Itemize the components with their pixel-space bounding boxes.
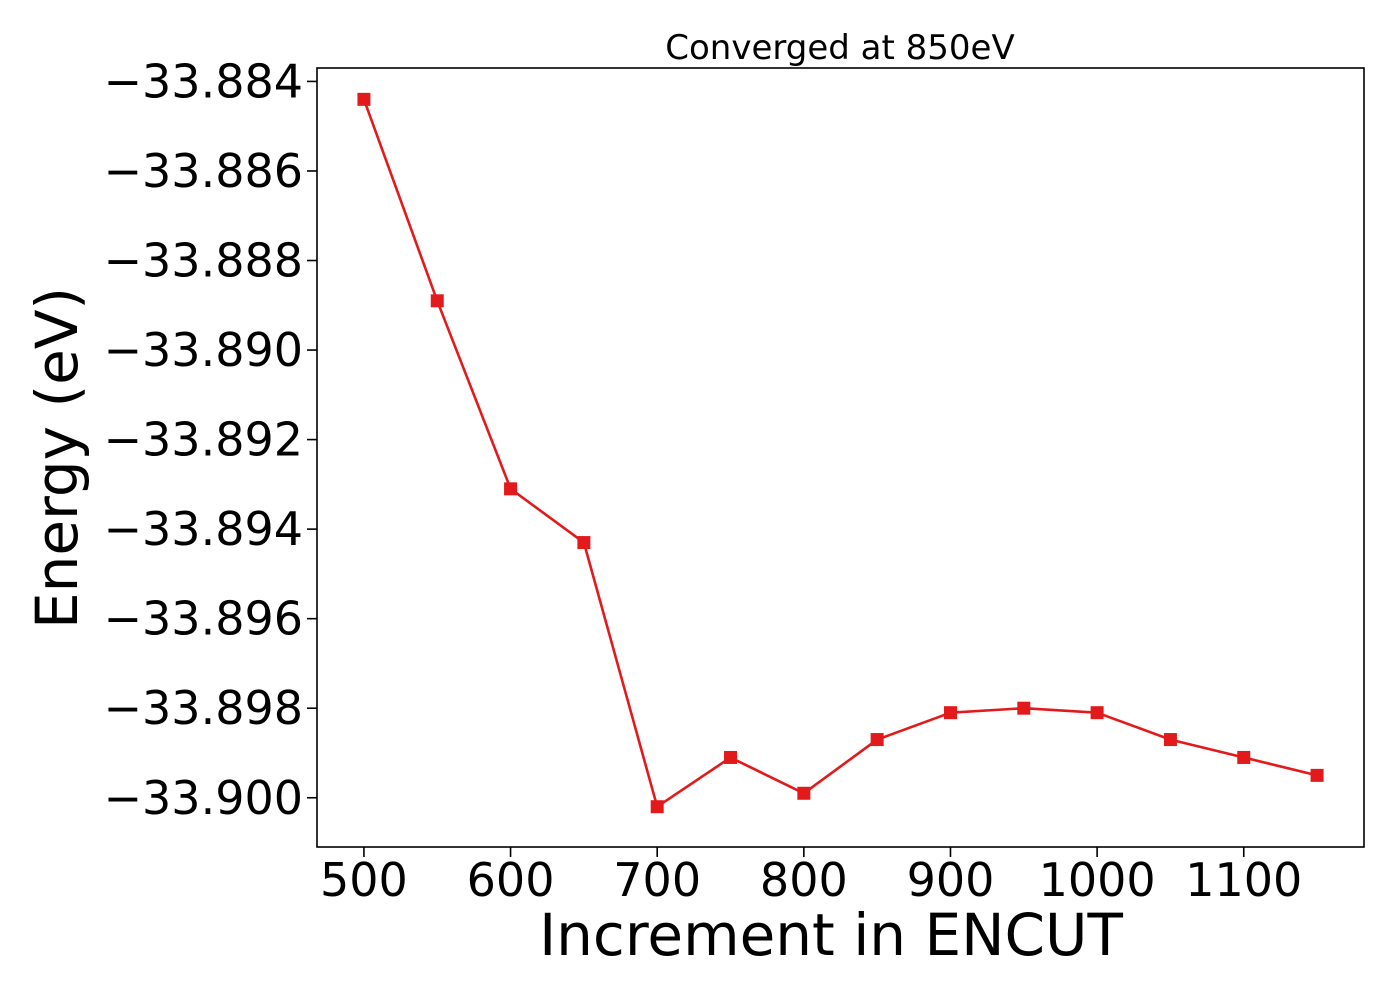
data-point-marker	[1163, 733, 1177, 747]
series-layer	[357, 92, 1324, 814]
data-point-marker	[504, 482, 518, 496]
data-point-marker	[357, 92, 371, 106]
data-point-marker	[870, 733, 884, 747]
data-point-marker	[1310, 768, 1324, 782]
data-point-marker	[650, 800, 664, 814]
x-axis-ticks: 500 600 700 800 900 1000 1100	[320, 847, 1302, 907]
y-tick-label: −33.888	[104, 234, 304, 288]
x-tick-label: 1000	[1039, 853, 1156, 907]
x-tick-label: 500	[320, 853, 408, 907]
x-tick-label: 900	[907, 853, 995, 907]
y-tick-label: −33.884	[104, 54, 304, 108]
y-tick-label: −33.892	[104, 413, 304, 467]
data-point-marker	[943, 706, 957, 720]
data-point-marker	[577, 536, 591, 550]
y-axis-label: Energy (eV)	[23, 287, 91, 629]
data-point-marker	[1090, 706, 1104, 720]
y-tick-label: −33.890	[104, 323, 304, 377]
data-point-marker	[724, 750, 738, 764]
y-tick-label: −33.900	[104, 771, 304, 825]
plot-frame	[316, 67, 1365, 848]
x-tick-label: 600	[467, 853, 555, 907]
data-point-marker	[430, 294, 444, 308]
series-line	[362, 98, 1318, 809]
y-tick-label: −33.886	[104, 144, 304, 198]
y-tick-label: −33.896	[104, 592, 304, 646]
y-tick-label: −33.898	[104, 681, 304, 735]
x-axis-label: Increment in ENCUT	[539, 901, 1123, 969]
y-axis-ticks: −33.884 −33.886 −33.888 −33.890 −33.892 −33.8…	[104, 54, 317, 825]
x-tick-label: 700	[613, 853, 701, 907]
data-point-marker	[1017, 701, 1031, 715]
x-tick-label: 1100	[1185, 853, 1302, 907]
data-point-marker	[797, 786, 811, 800]
data-point-marker	[1237, 750, 1251, 764]
y-tick-label: −33.894	[104, 502, 304, 556]
chart-title: Converged at 850eV	[665, 28, 1014, 68]
x-tick-label: 800	[760, 853, 848, 907]
